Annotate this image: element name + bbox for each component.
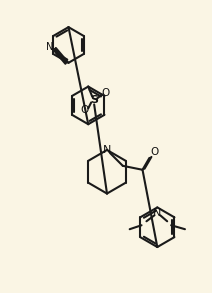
Text: O: O — [150, 147, 159, 157]
Text: N: N — [46, 42, 53, 52]
Text: N: N — [153, 208, 162, 218]
Text: N: N — [103, 145, 111, 155]
Text: S: S — [90, 96, 98, 105]
Text: O: O — [80, 105, 88, 115]
Text: O: O — [102, 88, 110, 98]
